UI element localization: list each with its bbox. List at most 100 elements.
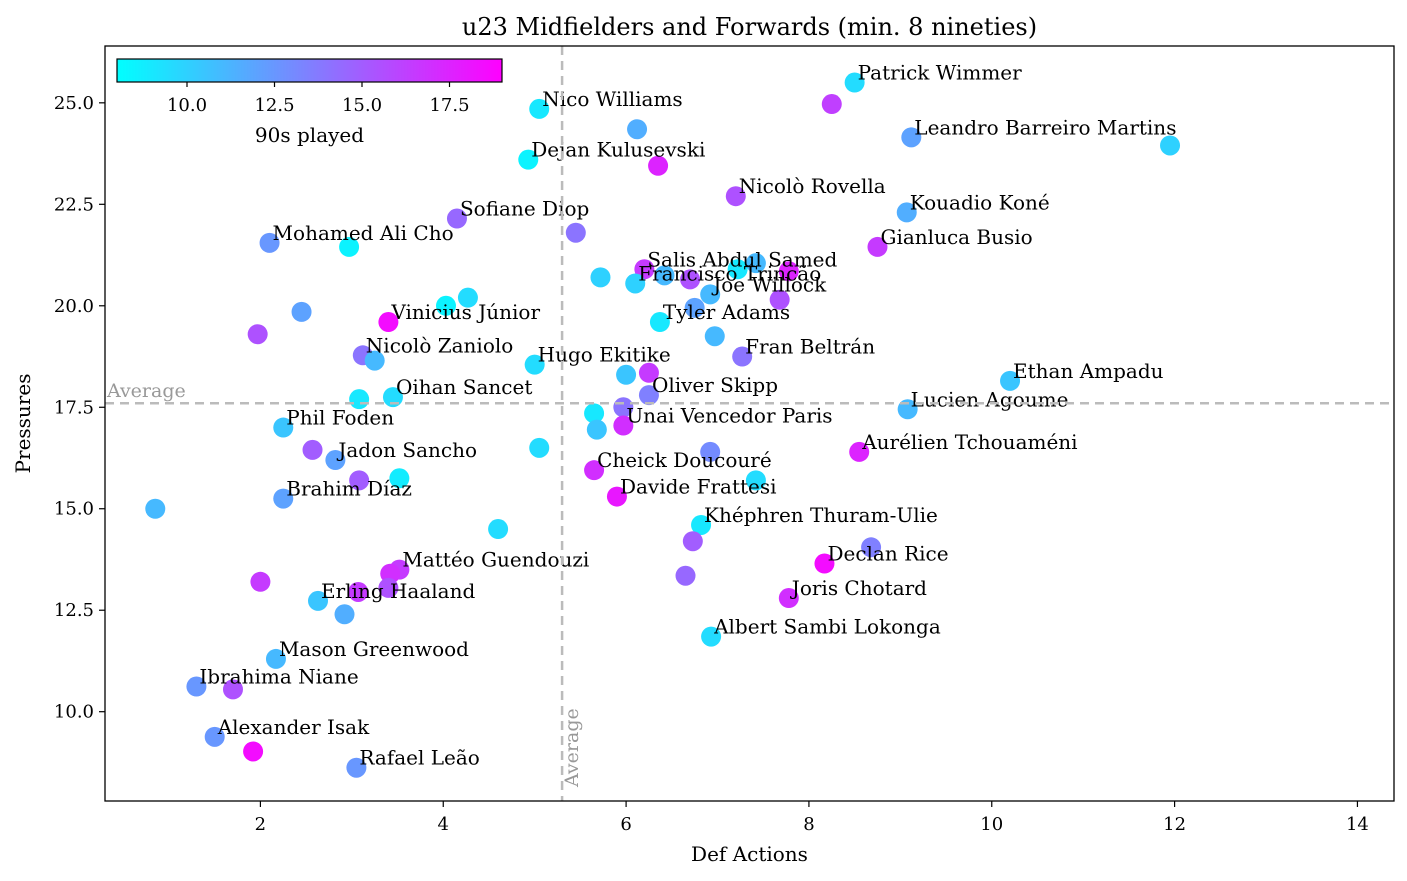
data-point: [867, 236, 888, 257]
data-point: [518, 149, 539, 170]
point-label: Phil Foden: [286, 406, 394, 430]
point-label: Joris Chotard: [790, 576, 927, 600]
data-point: [625, 273, 646, 294]
x-tick-label: 6: [620, 814, 631, 835]
point-label: Alexander Isak: [217, 715, 370, 739]
average-label-vertical: Average: [561, 708, 583, 788]
point-labels-layer: Patrick Wimmer Nico Williams Leandro Barre…: [199, 61, 1176, 770]
point-label: Leandro Barreiro Martins: [914, 115, 1176, 139]
x-tick-label: 14: [1346, 814, 1369, 835]
point-label: Vinicius Júnior: [390, 300, 540, 324]
data-point: [627, 119, 648, 140]
data-point: [524, 354, 545, 375]
point-label: Aurélien Tchouaméni: [861, 430, 1077, 454]
point-label: Erling Haaland: [321, 579, 475, 603]
data-point: [222, 679, 243, 700]
data-point: [364, 350, 385, 371]
data-point: [265, 648, 286, 669]
point-label: Davide Frattesi: [620, 475, 777, 499]
data-point: [638, 385, 659, 406]
average-label-horizontal: Average: [106, 380, 186, 402]
data-point: [259, 232, 280, 253]
point-label: Nico Williams: [542, 87, 682, 111]
point-label: Salis Abdul Samed: [647, 247, 837, 271]
data-point: [691, 514, 712, 535]
data-point: [704, 326, 725, 347]
data-point: [700, 441, 721, 462]
data-point: [821, 94, 842, 115]
data-point: [725, 186, 746, 207]
point-label: Nicolò Zaniolo: [366, 333, 514, 357]
data-point: [616, 364, 637, 385]
point-label: Hugo Ekitike: [538, 343, 671, 367]
points-layer: [145, 72, 1181, 778]
data-point: [378, 312, 399, 333]
data-point: [1160, 135, 1181, 156]
point-label: Ibrahima Niane: [199, 665, 358, 689]
point-label: Gianluca Busio: [880, 225, 1032, 249]
data-point: [769, 289, 790, 310]
y-tick-label: 20.0: [54, 296, 94, 317]
data-point: [302, 439, 323, 460]
data-point: [378, 577, 399, 598]
data-point: [435, 295, 456, 316]
data-point: [649, 312, 670, 333]
data-point: [529, 437, 550, 458]
data-point: [389, 468, 410, 489]
data-point: [680, 269, 701, 290]
data-point: [446, 208, 467, 229]
data-point: [732, 346, 753, 367]
colorbar: 10.0 12.5 15.0 17.5 90s played: [116, 58, 503, 147]
y-tick-label: 15.0: [54, 499, 94, 520]
y-tick-label: 12.5: [54, 600, 94, 621]
data-point: [590, 267, 611, 288]
point-label: Mattéo Guendouzi: [402, 548, 589, 572]
x-tick-label: 4: [438, 814, 449, 835]
point-label: Albert Sambi Lokonga: [713, 615, 941, 639]
data-point: [684, 297, 705, 318]
point-label: Mohamed Ali Cho: [273, 221, 454, 245]
colorbar-gradient: [116, 58, 503, 83]
point-label: Oihan Sancet: [396, 375, 532, 399]
data-point: [849, 441, 870, 462]
point-label: Mason Greenwood: [279, 637, 469, 661]
colorbar-tick-label: 10.0: [167, 95, 207, 116]
chart-title: u23 Midfielders and Forwards (min. 8 nin…: [462, 13, 1037, 41]
data-point: [745, 470, 766, 491]
data-point: [308, 590, 329, 611]
data-point: [901, 127, 922, 148]
colorbar-ticks: 10.0 12.5 15.0 17.5: [167, 82, 470, 116]
y-axis-label: Pressures: [11, 374, 35, 474]
data-point: [273, 417, 294, 438]
point-label: Khéphren Thuram-Ulie: [704, 503, 938, 527]
data-point: [654, 265, 675, 286]
data-point: [565, 222, 586, 243]
data-point: [584, 403, 605, 424]
axis-ticks: 2 4 6 8 10 12 14 10.0 12.5 15.0 17.5 20.0 22.5 25.0: [54, 93, 1369, 835]
data-point: [634, 259, 655, 280]
point-label: Fran Beltrán: [745, 335, 875, 359]
data-point: [682, 531, 703, 552]
data-point: [778, 588, 799, 609]
y-tick-label: 25.0: [54, 93, 94, 114]
data-point: [204, 726, 225, 747]
data-point: [700, 284, 721, 305]
point-label: Sofiane Diop: [460, 197, 589, 221]
data-point: [339, 236, 360, 257]
point-label: Unai Vencedor Paris: [626, 404, 832, 428]
data-point: [844, 72, 865, 93]
x-axis-label: Def Actions: [691, 842, 808, 866]
point-label: Declan Rice: [827, 542, 948, 566]
data-point: [606, 486, 627, 507]
data-point: [250, 571, 271, 592]
colorbar-tick-label: 15.0: [342, 95, 382, 116]
data-point: [638, 362, 659, 383]
data-point: [488, 519, 509, 540]
point-label: Jadon Sancho: [336, 438, 477, 462]
data-point: [675, 565, 696, 586]
data-point: [349, 470, 370, 491]
point-label: Oliver Skipp: [652, 373, 778, 397]
y-tick-label: 10.0: [54, 702, 94, 723]
point-label: Brahim Díaz: [286, 477, 412, 501]
axes-frame: [104, 45, 1395, 802]
